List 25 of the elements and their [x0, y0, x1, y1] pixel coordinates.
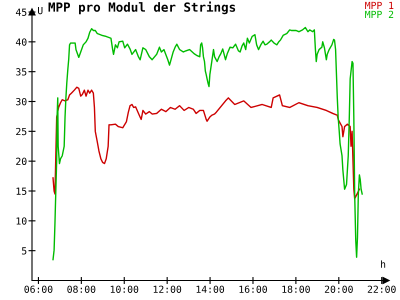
y-tick-label: 30 [16, 98, 27, 106]
text: MPP 1 [365, 2, 394, 9]
x-tick-label: 18:00 [282, 286, 310, 293]
x-tick-label: 22:00 [368, 286, 396, 293]
x-tick-label: 06:00 [24, 286, 52, 293]
y-tick-label: 10 [16, 217, 27, 225]
y-tick-label: 45 [16, 8, 26, 16]
y-tick-label: 5 [22, 247, 26, 255]
x-tick-label: 12:00 [154, 286, 182, 293]
x-tick-label: 10:00 [110, 286, 138, 293]
x-axis-title: h [381, 260, 386, 268]
y-tick-label: 15 [16, 188, 26, 195]
line-series [52, 26, 363, 260]
y-tick-label: 40 [16, 38, 27, 46]
text: MPP 2 [365, 10, 394, 18]
x-tick-label: 14:00 [196, 286, 224, 293]
x-tick-label: 16:00 [240, 286, 267, 293]
x-tick-label: 20:00 [324, 286, 353, 293]
y-tick-label: 25 [16, 128, 26, 136]
line-series [52, 86, 360, 200]
y-tick-label: 35 [16, 68, 26, 76]
y-axis-title: U [38, 6, 42, 14]
y-tick-label: 20 [16, 158, 27, 166]
chart-title: MPP pro Modul der Strings [48, 2, 236, 14]
x-tick-label: 08:00 [67, 286, 96, 293]
